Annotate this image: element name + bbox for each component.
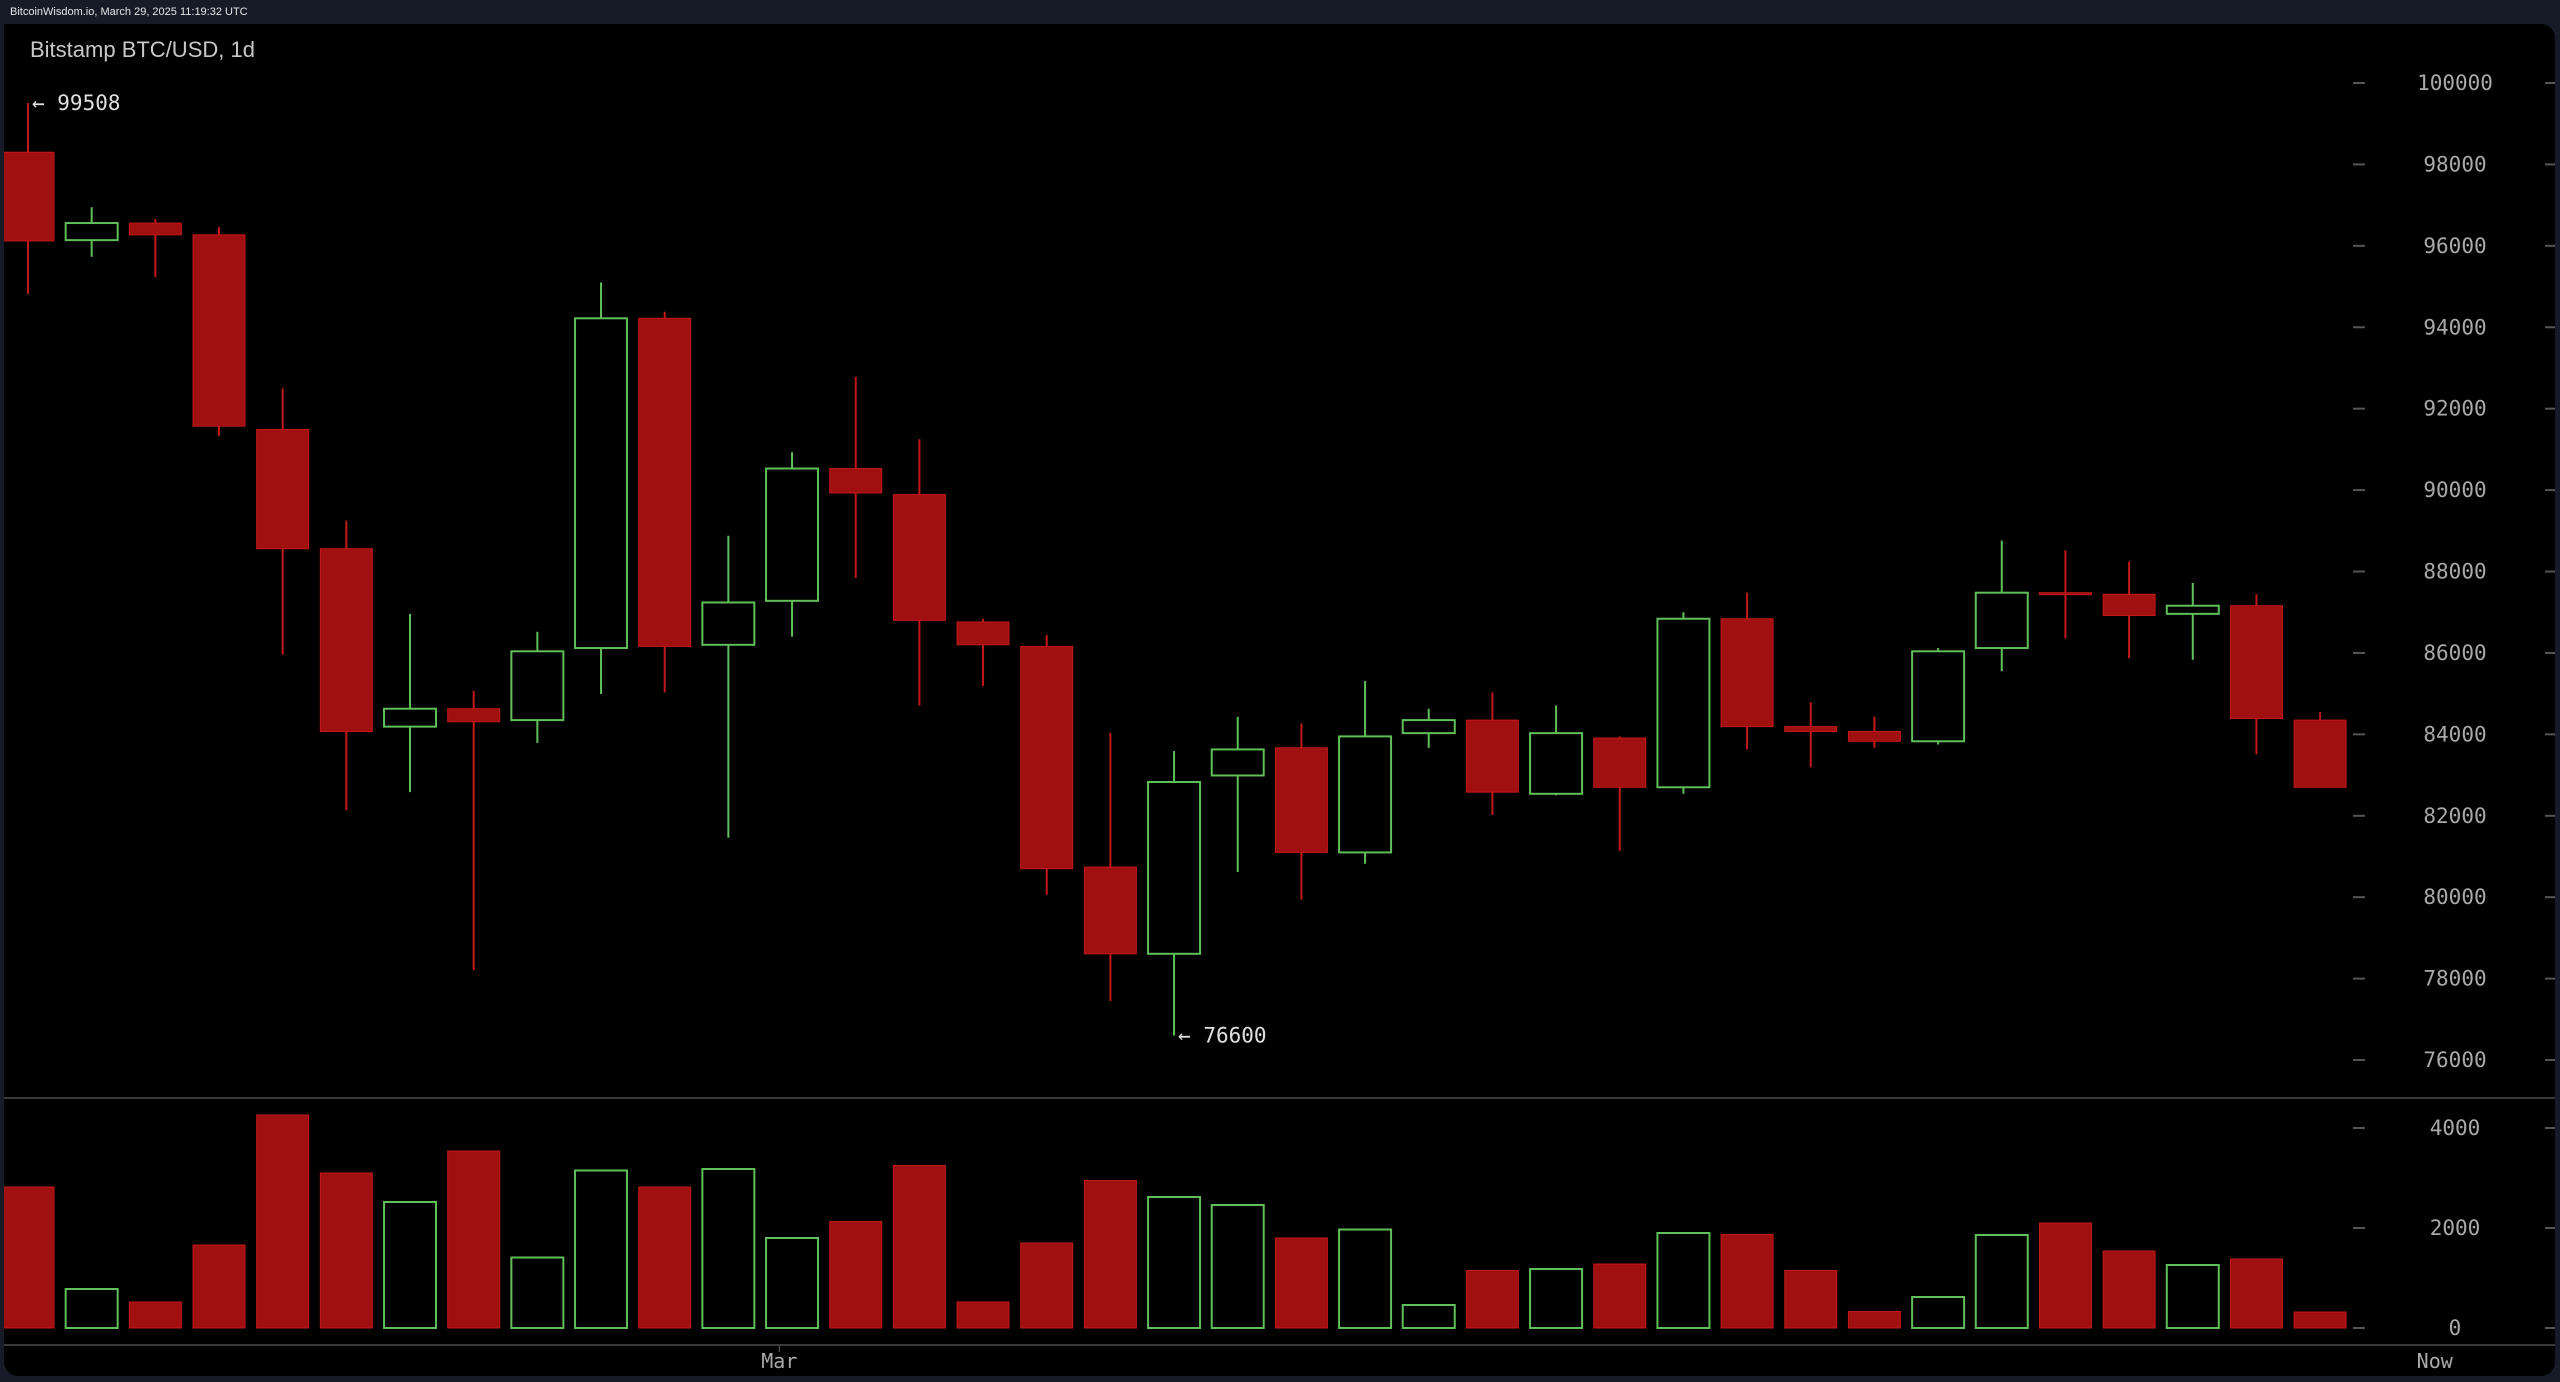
candle-body-up (1974, 591, 2029, 650)
candle-body-down (1847, 731, 1901, 742)
volume-bar-up (383, 1201, 438, 1329)
candle-body-down (829, 468, 883, 494)
volume-bar-up (1147, 1196, 1202, 1329)
candle-body-down (319, 548, 373, 733)
candle-body-down (447, 708, 501, 723)
volume-bar-up (1529, 1268, 1584, 1329)
volume-bar-up (510, 1256, 565, 1329)
candle-body-down (638, 317, 692, 647)
volume-axis-label: 4000 (2430, 1116, 2481, 1140)
candle-body-down (1465, 719, 1519, 793)
high-price-annotation: ← 99508 (32, 91, 121, 115)
candle-body-down (1083, 866, 1137, 955)
low-price-annotation: ← 76600 (1178, 1024, 1267, 1048)
candle-body-down (4, 151, 55, 242)
candle-body-down (2038, 592, 2092, 596)
volume-bar-down (1593, 1263, 1647, 1329)
volume-bar-up (765, 1237, 820, 1329)
volume-bar-down (1020, 1242, 1074, 1329)
candle-body-down (1720, 618, 1774, 728)
candle-body-up (1147, 780, 1202, 955)
volume-bar-down (956, 1301, 1010, 1329)
candle-body-up (383, 707, 438, 728)
candle-body-up (64, 222, 119, 242)
chart-panel: 100000 98000 96000 94000 92000 90000 88000 8600… (4, 24, 2555, 1376)
volume-bar-down (4, 1186, 55, 1329)
candle-body-up (574, 317, 629, 650)
volume-bar-down (829, 1221, 883, 1329)
candle-body-down (2102, 593, 2156, 616)
volume-bar-down (1274, 1237, 1328, 1329)
candle-body-up (1210, 748, 1265, 777)
volume-bar-down (319, 1172, 373, 1329)
volume-bar-up (574, 1169, 629, 1329)
volume-bar-down (638, 1186, 692, 1329)
candle-body-up (1911, 650, 1966, 743)
price-axis-label: 76000 (2423, 1048, 2486, 1072)
candle-body-down (2293, 719, 2347, 788)
volume-bar-down (2293, 1311, 2347, 1329)
price-axis-label: 90000 (2423, 478, 2486, 502)
volume-bar-down (2229, 1258, 2283, 1329)
candle-body-down (956, 621, 1010, 646)
candle-body-up (1338, 735, 1393, 854)
volume-bar-down (1083, 1180, 1137, 1329)
price-axis-label: 96000 (2423, 234, 2486, 258)
candle-body-up (1401, 719, 1456, 735)
volume-bar-up (1974, 1234, 2029, 1329)
candle-body-down (1593, 737, 1647, 788)
price-axis-label: 84000 (2423, 722, 2486, 746)
candle-body-down (128, 222, 182, 236)
volume-bar-up (701, 1168, 756, 1329)
volume-bar-up (1401, 1304, 1456, 1329)
candlestick-chart: 100000 98000 96000 94000 92000 90000 88000 8600… (4, 71, 2555, 1373)
candle-body-down (1020, 645, 1074, 870)
source-timestamp: BitcoinWisdom.io, March 29, 2025 11:19:3… (10, 6, 248, 18)
volume-bar-up (1911, 1296, 1966, 1329)
volume-bar-down (1847, 1311, 1901, 1329)
volume-bar-down (256, 1114, 310, 1329)
volume-bar-up (1656, 1232, 1711, 1329)
candle-body-down (1274, 747, 1328, 853)
candle-body-up (1656, 617, 1711, 789)
candle-body-down (192, 234, 246, 427)
volume-bar-down (1465, 1270, 1519, 1329)
candle-body-down (256, 428, 310, 550)
price-axis-label: 82000 (2423, 804, 2486, 828)
volume-bar-down (192, 1244, 246, 1329)
volume-bar-up (64, 1288, 119, 1329)
time-axis-label: Now (2417, 1349, 2454, 1373)
price-axis-label: 88000 (2423, 560, 2486, 584)
volume-bar-up (1210, 1204, 1265, 1329)
candle-body-up (510, 650, 565, 722)
time-axis-label: Mar (761, 1349, 797, 1373)
price-axis-label: 78000 (2423, 967, 2486, 991)
volume-bar-down (128, 1301, 182, 1329)
price-axis-label: 86000 (2423, 641, 2486, 665)
source-timestamp-bar: BitcoinWisdom.io, March 29, 2025 11:19:3… (0, 0, 2560, 24)
candle-body-up (1529, 732, 1584, 795)
volume-bar-up (1338, 1228, 1393, 1329)
volume-bar-down (1720, 1234, 1774, 1329)
volume-axis-label: 2000 (2430, 1216, 2481, 1240)
candle-body-up (765, 467, 820, 602)
candle-body-up (701, 601, 756, 646)
candle-body-up (2165, 604, 2220, 615)
volume-bar-up (2165, 1264, 2220, 1329)
price-axis-label: 94000 (2423, 315, 2486, 339)
price-axis-label: 80000 (2423, 885, 2486, 909)
volume-bar-down (892, 1165, 946, 1329)
volume-bar-down (2102, 1250, 2156, 1329)
price-axis-label: 100000 (2417, 71, 2493, 95)
price-axis-label: 92000 (2423, 397, 2486, 421)
volume-bar-down (2038, 1222, 2092, 1329)
candle-body-down (2229, 605, 2283, 719)
price-axis-label: 98000 (2423, 152, 2486, 176)
volume-bar-down (1784, 1270, 1838, 1329)
volume-axis-label: 0 (2449, 1316, 2462, 1340)
chart-title: Bitstamp BTC/USD, 1d (30, 37, 255, 62)
candle-body-down (892, 494, 946, 621)
volume-bar-down (447, 1150, 501, 1329)
candle-body-down (1784, 726, 1838, 733)
